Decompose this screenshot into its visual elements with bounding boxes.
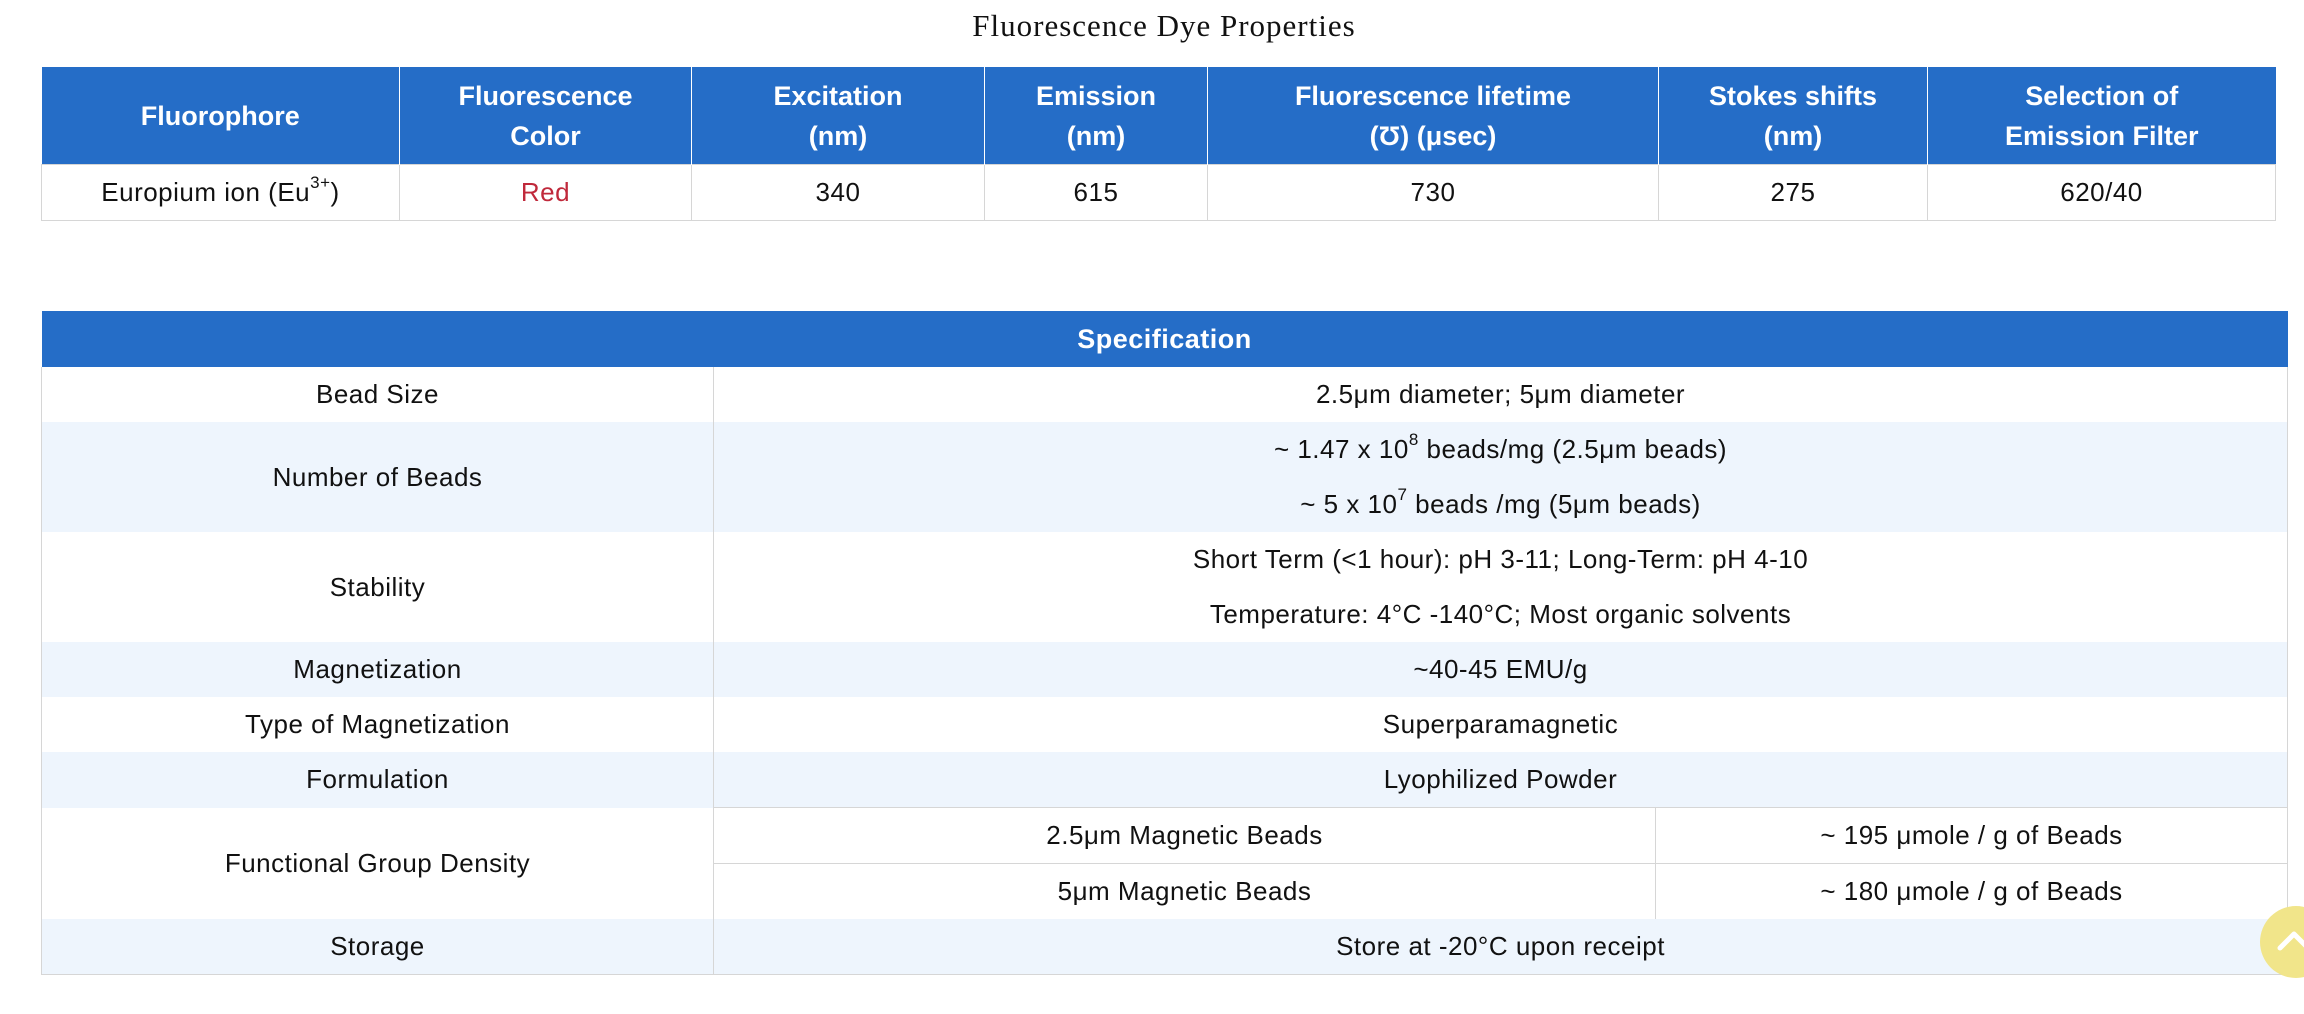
spec-row-functional-group-density-2: 5μm Magnetic Beads ~ 180 μmole / g of Be… xyxy=(42,863,2289,919)
spec-row-bead-size: Bead Size 2.5μm diameter; 5μm diameter xyxy=(41,367,2289,422)
header-emission-filter: Selection of Emission Filter xyxy=(1927,67,2276,165)
bead-size-label: Bead Size xyxy=(41,367,714,422)
beads-line2-pre: ~ 5 x 10 xyxy=(1300,489,1398,519)
spec-row-stability-2: Temperature: 4°C -140°C; Most organic so… xyxy=(42,587,2289,642)
formulation-label: Formulation xyxy=(41,752,714,808)
fluorophore-close: ) xyxy=(330,177,340,207)
spec-header-row: Specification xyxy=(41,311,2288,367)
spec-header: Specification xyxy=(41,311,2288,367)
fgd-bead-5um: 5μm Magnetic Beads xyxy=(713,863,1656,919)
header-color-line2: Color xyxy=(510,120,581,151)
number-of-beads-label: Number of Beads xyxy=(41,422,714,532)
number-of-beads-line2: ~ 5 x 107 beads /mg (5μm beads) xyxy=(712,477,2289,532)
fluorophore-name: Europium ion (Eu xyxy=(101,177,311,207)
spec-row-number-of-beads-2: ~ 5 x 107 beads /mg (5μm beads) xyxy=(42,477,2289,532)
number-of-beads-line1: ~ 1.47 x 108 beads/mg (2.5μm beads) xyxy=(712,422,2289,477)
chevron-up-icon xyxy=(2277,931,2304,951)
header-emission: Emission (nm) xyxy=(984,67,1208,165)
beads-line1-post: beads/mg (2.5μm beads) xyxy=(1418,434,1728,464)
page-title: Fluorescence Dye Properties xyxy=(972,8,1356,43)
spec-row-number-of-beads: Number of Beads ~ 1.47 x 108 beads/mg (2… xyxy=(41,422,2289,532)
type-of-magnetization-value: Superparamagnetic xyxy=(712,697,2289,752)
header-excitation-line2: (nm) xyxy=(808,120,868,151)
storage-value: Store at -20°C upon receipt xyxy=(712,919,2289,975)
header-filter-line2: Emission Filter xyxy=(2004,120,2199,151)
spec-row-storage: Storage Store at -20°C upon receipt xyxy=(41,919,2289,975)
cell-lifetime: 730 xyxy=(1207,164,1659,221)
cell-filter: 620/40 xyxy=(1927,164,2276,221)
beads-line1-exp: 8 xyxy=(1408,430,1419,449)
spec-row-functional-group-density: Functional Group Density 2.5μm Magnetic … xyxy=(41,807,2289,919)
cell-emission: 615 xyxy=(984,164,1208,221)
stability-line2: Temperature: 4°C -140°C; Most organic so… xyxy=(712,587,2289,642)
cell-fluorophore: Europium ion (Eu3+) xyxy=(41,164,400,221)
type-of-magnetization-label: Type of Magnetization xyxy=(41,697,714,752)
header-fluorescence-color: Fluorescence Color xyxy=(399,67,692,165)
fgd-bead-2-5um: 2.5μm Magnetic Beads xyxy=(713,807,1656,864)
functional-group-density-label: Functional Group Density xyxy=(41,807,714,919)
header-stokes-line1: Stokes shifts xyxy=(1708,80,1878,111)
header-stokes-shifts: Stokes shifts (nm) xyxy=(1658,67,1928,165)
fluorophore-charge: 3+ xyxy=(310,173,331,192)
bead-size-value: 2.5μm diameter; 5μm diameter xyxy=(712,367,2289,422)
beads-line2-exp: 7 xyxy=(1397,485,1408,504)
spec-row-stability: Stability Short Term (<1 hour): pH 3-11;… xyxy=(41,532,2289,642)
dye-data-row: Europium ion (Eu3+) Red 340 615 730 275 … xyxy=(41,164,2276,221)
header-fluorophore-label: Fluorophore xyxy=(140,100,300,131)
spec-row-magnetization: Magnetization ~40-45 EMU/g xyxy=(41,642,2289,697)
header-excitation: Excitation (nm) xyxy=(691,67,985,165)
specification-table: Specification Bead Size 2.5μm diameter; … xyxy=(41,311,2289,975)
header-lifetime-line1: Fluorescence lifetime xyxy=(1294,80,1572,111)
formulation-value: Lyophilized Powder xyxy=(712,752,2289,808)
dye-header-row: Fluorophore Fluorescence Color Excitatio… xyxy=(41,67,2276,165)
magnetization-value: ~40-45 EMU/g xyxy=(712,642,2289,697)
magnetization-label: Magnetization xyxy=(41,642,714,697)
header-excitation-line1: Excitation xyxy=(773,80,903,111)
beads-line2-post: beads /mg (5μm beads) xyxy=(1407,489,1701,519)
fgd-value-5um: ~ 180 μmole / g of Beads xyxy=(1654,863,2289,919)
header-fluorophore: Fluorophore xyxy=(41,67,400,165)
cell-color: Red xyxy=(399,164,692,221)
stability-line1: Short Term (<1 hour): pH 3-11; Long-Term… xyxy=(712,532,2289,587)
fluorescence-dye-table: Fluorophore Fluorescence Color Excitatio… xyxy=(41,67,2276,221)
header-fluorescence-lifetime: Fluorescence lifetime (Ʊ) (μsec) xyxy=(1207,67,1659,165)
spec-row-formulation: Formulation Lyophilized Powder xyxy=(41,752,2289,808)
header-emission-line1: Emission xyxy=(1035,80,1157,111)
header-emission-line2: (nm) xyxy=(1066,120,1126,151)
spec-row-type-of-magnetization: Type of Magnetization Superparamagnetic xyxy=(41,697,2289,752)
fgd-value-2-5um: ~ 195 μmole / g of Beads xyxy=(1654,807,2289,864)
header-lifetime-line2: (Ʊ) (μsec) xyxy=(1369,120,1497,151)
beads-line1-pre: ~ 1.47 x 10 xyxy=(1273,434,1409,464)
header-stokes-line2: (nm) xyxy=(1763,120,1823,151)
stability-label: Stability xyxy=(41,532,714,642)
cell-stokes: 275 xyxy=(1658,164,1928,221)
storage-label: Storage xyxy=(41,919,714,975)
header-color-line1: Fluorescence xyxy=(458,80,633,111)
cell-excitation: 340 xyxy=(691,164,985,221)
header-filter-line1: Selection of xyxy=(2025,80,2179,111)
